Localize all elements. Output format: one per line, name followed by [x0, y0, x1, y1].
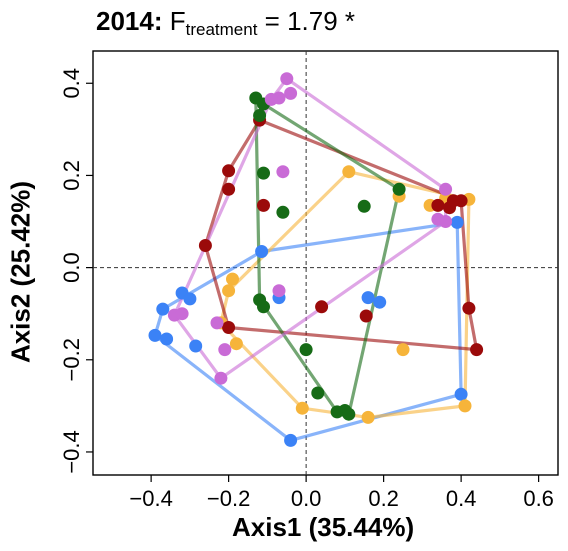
y-tick-label: 0.4: [59, 68, 84, 99]
title-subscript: treatment: [185, 20, 258, 39]
data-point-series-3: [470, 343, 484, 357]
data-point-series-2: [396, 343, 410, 357]
data-point-series-1: [373, 295, 387, 309]
data-point-series-5: [210, 316, 224, 330]
data-point-series-1: [160, 332, 174, 346]
data-point-series-4: [276, 205, 290, 219]
data-point-series-1: [450, 215, 464, 229]
x-tick-label: 0.2: [368, 486, 399, 511]
data-point-series-3: [462, 301, 476, 315]
data-point-series-2: [229, 337, 243, 351]
x-tick-label: 0.0: [291, 486, 322, 511]
data-point-series-1: [255, 245, 269, 258]
data-point-series-1: [284, 433, 298, 447]
hull-series-4: [254, 96, 401, 416]
data-point-series-5: [439, 215, 453, 228]
x-tick-label: 0.6: [523, 486, 554, 511]
data-point-series-2: [222, 284, 236, 298]
y-axis-label: Axis2 (25.42%): [5, 180, 36, 364]
data-point-series-4: [257, 166, 270, 180]
data-point-series-5: [439, 182, 453, 196]
data-point-series-3: [222, 321, 236, 334]
data-point-series-3: [454, 194, 468, 208]
data-point-series-4: [392, 182, 406, 196]
data-point-series-2: [295, 401, 309, 415]
data-point-series-1: [156, 302, 170, 316]
data-point-series-3: [431, 198, 445, 212]
data-point-series-4: [357, 199, 371, 213]
data-point-series-1: [361, 291, 375, 305]
data-point-series-5: [280, 72, 294, 86]
data-point-series-5: [264, 92, 278, 106]
data-point-series-1: [189, 339, 203, 353]
data-point-series-5: [218, 343, 232, 357]
data-point-series-3: [257, 198, 270, 212]
title-f: F: [169, 6, 186, 36]
data-point-series-4: [253, 109, 267, 122]
data-point-series-5: [214, 371, 228, 385]
title-statistic: = 1.79 *: [264, 6, 356, 36]
data-point-series-5: [284, 86, 298, 100]
data-point-series-3: [198, 239, 212, 252]
data-point-series-4: [299, 343, 313, 357]
data-point-series-5: [272, 284, 286, 298]
y-tick-label: −0.2: [59, 338, 84, 381]
data-point-series-4: [311, 386, 325, 400]
data-point-series-3: [359, 309, 373, 323]
x-tick-label: 0.4: [446, 486, 477, 511]
data-point-series-5: [276, 165, 290, 179]
data-point-series-1: [148, 328, 162, 342]
data-point-series-1: [183, 292, 197, 306]
data-point-series-4: [342, 407, 356, 421]
plot-frame: [92, 50, 559, 476]
data-point-series-3: [315, 300, 329, 314]
data-point-series-2: [226, 272, 239, 286]
data-point-series-2: [361, 410, 375, 424]
title-year: 2014:: [96, 6, 163, 36]
data-point-series-3: [222, 164, 236, 178]
y-tick-label: 0.0: [59, 252, 84, 283]
x-tick-label: −0.2: [207, 486, 250, 511]
chart-title: 2014: Ftreatment = 1.79 *: [96, 6, 355, 40]
x-axis-label: Axis1 (35.44%): [232, 512, 415, 542]
data-point-series-3: [222, 182, 236, 196]
y-tick-label: 0.2: [59, 160, 84, 191]
data-point-series-4: [257, 300, 270, 314]
data-point-series-5: [175, 307, 189, 321]
data-point-series-2: [342, 165, 356, 179]
x-tick-label: −0.4: [129, 486, 172, 511]
y-tick-label: −0.4: [59, 430, 84, 473]
data-point-series-1: [454, 387, 468, 401]
data-point-series-2: [458, 399, 472, 413]
